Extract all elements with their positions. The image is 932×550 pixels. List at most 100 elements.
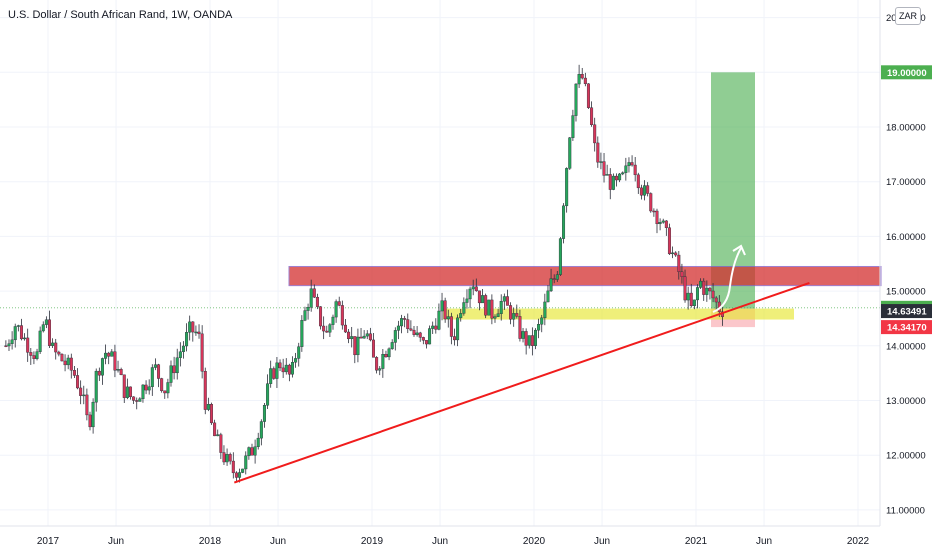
candle-body xyxy=(256,437,260,447)
candle-body xyxy=(241,468,245,473)
candle-body xyxy=(661,220,665,223)
candle-body xyxy=(228,454,232,462)
candle-body xyxy=(10,339,14,344)
candle-body xyxy=(540,317,544,325)
candle-body xyxy=(331,316,335,325)
support-zone xyxy=(443,308,794,320)
candle-body xyxy=(66,357,70,366)
candle-body xyxy=(197,331,201,335)
currency-button[interactable]: ZAR xyxy=(895,7,921,25)
candle-body xyxy=(624,165,628,173)
chart-title: U.S. Dollar / South African Rand, 1W, OA… xyxy=(8,9,233,21)
candle-body xyxy=(157,364,161,379)
candle-body xyxy=(163,390,167,394)
candle-body xyxy=(169,365,173,383)
candle-body xyxy=(368,333,372,341)
x-tick-label: 2022 xyxy=(847,536,870,547)
candle-body xyxy=(135,400,139,402)
candle-body xyxy=(646,185,650,194)
candle-body xyxy=(287,364,291,375)
time-axis: 2017 Jun 2018 Jun 2019 Jun 2020 Jun 2021 Jun 2022 xyxy=(0,525,880,547)
candle-body xyxy=(110,351,114,357)
y-tick-label: 18.00000 xyxy=(886,123,926,134)
candle-body xyxy=(26,337,30,353)
candle-body xyxy=(219,434,223,453)
candle-body xyxy=(253,446,257,456)
price-label-box xyxy=(881,320,932,335)
candle-body xyxy=(259,421,263,439)
candle-body xyxy=(537,324,541,331)
trendline xyxy=(233,281,810,484)
candle-body xyxy=(689,292,693,307)
candle-body xyxy=(562,205,566,239)
candle-body xyxy=(568,137,572,169)
candle-body xyxy=(44,319,48,325)
candle-body xyxy=(94,370,98,403)
candlestick-series xyxy=(4,64,724,483)
y-tick-label: 11.00000 xyxy=(886,505,925,516)
candle-body xyxy=(611,175,615,190)
candle-body xyxy=(593,124,597,144)
price-label-box xyxy=(881,65,932,80)
candle-body xyxy=(549,278,553,292)
candle-body xyxy=(518,316,522,339)
candle-body xyxy=(552,278,556,280)
candle-body xyxy=(465,298,469,303)
candle-body xyxy=(496,313,500,317)
candle-body xyxy=(213,422,217,437)
candle-body xyxy=(633,164,637,176)
candle-body xyxy=(565,168,569,207)
candle-body xyxy=(343,324,347,333)
candle-body xyxy=(708,287,712,292)
candle-body xyxy=(144,384,148,391)
candle-body xyxy=(238,472,242,478)
candle-body xyxy=(82,394,86,397)
candle-body xyxy=(555,274,559,280)
candle-body xyxy=(558,238,562,275)
x-tick-label: 2020 xyxy=(523,536,546,547)
candle-body xyxy=(250,447,254,456)
candle-body xyxy=(4,345,8,347)
chart-grid xyxy=(0,0,880,526)
candle-body xyxy=(153,364,157,368)
candle-body xyxy=(188,321,192,333)
candle-body xyxy=(132,396,136,401)
candle-body xyxy=(79,387,83,396)
projection-arrow xyxy=(712,247,742,313)
candle-body xyxy=(88,414,92,428)
candle-body xyxy=(191,321,195,333)
y-tick-label: 13.00000 xyxy=(886,396,926,407)
candle-body xyxy=(359,336,363,339)
candle-body xyxy=(306,307,310,311)
candle-body xyxy=(51,342,55,346)
y-tick-label: 16.00000 xyxy=(886,232,926,243)
candle-body xyxy=(434,325,438,330)
candle-body xyxy=(119,369,123,376)
candle-body xyxy=(428,328,432,345)
candle-body xyxy=(178,351,182,358)
candle-body xyxy=(590,107,594,125)
candle-body xyxy=(605,174,609,176)
candle-body xyxy=(677,254,681,272)
candle-body xyxy=(35,351,39,359)
candle-body xyxy=(403,318,407,320)
candle-body xyxy=(639,187,643,196)
candle-body xyxy=(490,299,494,319)
candle-body xyxy=(381,354,385,369)
candle-body xyxy=(300,320,304,347)
candle-body xyxy=(185,332,189,347)
candle-body xyxy=(571,115,575,138)
x-tick-label: 2021 xyxy=(685,536,708,547)
candle-body xyxy=(462,302,466,314)
candle-body xyxy=(29,352,33,356)
candle-body xyxy=(347,331,351,340)
candle-body xyxy=(340,305,344,326)
candle-body xyxy=(596,142,600,163)
candle-body xyxy=(655,210,659,225)
candle-body xyxy=(284,364,288,373)
candle-body xyxy=(418,332,422,338)
candle-body xyxy=(200,333,204,372)
candle-body xyxy=(294,358,298,363)
candle-body xyxy=(350,336,354,340)
